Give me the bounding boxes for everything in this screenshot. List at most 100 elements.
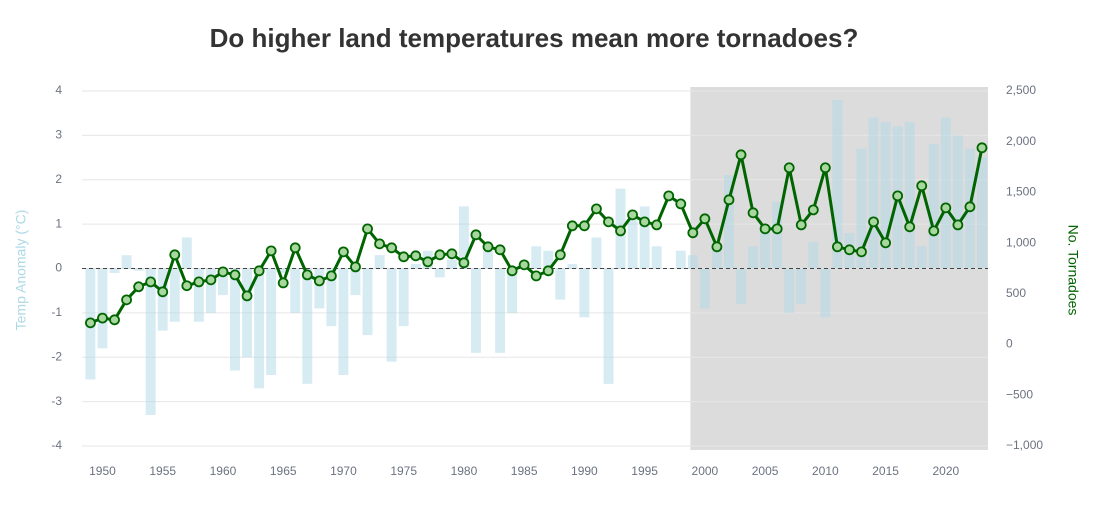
marker xyxy=(699,213,711,225)
bar xyxy=(880,122,891,269)
marker xyxy=(193,276,205,288)
bar xyxy=(916,246,927,269)
y-tick-label: -4 xyxy=(51,438,62,452)
marker xyxy=(591,203,602,215)
marker xyxy=(350,261,361,273)
marker xyxy=(289,242,301,254)
bar xyxy=(531,246,542,269)
x-tick-label: 1975 xyxy=(390,464,417,478)
marker xyxy=(651,219,663,231)
marker xyxy=(554,249,566,261)
bar xyxy=(940,117,951,269)
marker xyxy=(398,251,410,263)
chart-title: Do higher land temperatures mean more to… xyxy=(210,23,859,53)
x-tick-label: 2010 xyxy=(812,464,839,478)
marker xyxy=(892,190,904,202)
bar xyxy=(567,264,578,269)
bar xyxy=(338,268,349,375)
marker xyxy=(759,223,771,235)
marker xyxy=(97,312,108,324)
bar xyxy=(760,228,771,269)
x-tick-label: 1955 xyxy=(149,464,176,478)
bar xyxy=(483,250,493,269)
bar xyxy=(458,206,469,269)
marker xyxy=(422,256,434,268)
bar xyxy=(109,268,120,273)
bar xyxy=(675,250,686,269)
y-axis-title: Temp Anomaly (°C) xyxy=(13,210,29,331)
bar xyxy=(555,268,566,300)
marker xyxy=(916,180,928,192)
marker xyxy=(386,242,398,254)
marker xyxy=(133,281,145,293)
marker xyxy=(362,223,373,235)
bar xyxy=(193,268,204,322)
y2-tick-label: 2,000 xyxy=(1006,134,1036,148)
bar xyxy=(362,268,373,336)
bar xyxy=(302,268,313,384)
x-tick-label: 1965 xyxy=(270,464,297,478)
marker xyxy=(940,202,952,214)
bar xyxy=(97,268,108,349)
marker xyxy=(205,274,217,286)
bar xyxy=(290,268,301,313)
bar xyxy=(772,201,783,269)
marker xyxy=(241,290,253,302)
y-tick-label: 2 xyxy=(55,172,62,186)
y-tick-label: -2 xyxy=(51,349,62,363)
bar xyxy=(796,268,807,304)
marker xyxy=(338,246,349,258)
marker xyxy=(85,317,96,329)
bar xyxy=(386,268,397,362)
marker xyxy=(253,265,265,277)
marker xyxy=(771,223,783,235)
bar xyxy=(121,255,132,269)
marker xyxy=(109,314,120,326)
bar xyxy=(507,268,518,313)
bar xyxy=(928,144,939,269)
marker xyxy=(566,220,578,232)
x-tick-label: 2005 xyxy=(752,464,779,478)
bar xyxy=(242,268,252,358)
bar xyxy=(856,148,867,269)
marker xyxy=(735,149,747,161)
marker xyxy=(687,227,699,239)
bar xyxy=(157,268,168,331)
marker xyxy=(723,194,735,206)
x-tick-label: 2020 xyxy=(932,464,959,478)
bar xyxy=(952,135,963,269)
marker xyxy=(675,198,687,210)
bar xyxy=(434,268,445,278)
marker xyxy=(145,276,157,288)
bar xyxy=(374,255,385,269)
y2-tick-label: −500 xyxy=(1006,387,1033,401)
marker xyxy=(506,265,518,277)
marker xyxy=(627,209,638,221)
marker xyxy=(458,257,470,269)
bar xyxy=(495,268,506,353)
marker xyxy=(639,216,651,228)
marker xyxy=(542,265,554,277)
bar xyxy=(868,117,879,269)
marker xyxy=(313,275,325,287)
bar xyxy=(145,268,156,415)
bar xyxy=(314,268,325,309)
bar xyxy=(254,268,265,389)
marker xyxy=(747,207,759,219)
marker xyxy=(265,245,277,257)
marker xyxy=(181,280,193,292)
marker xyxy=(928,225,940,237)
bar xyxy=(181,237,192,269)
y-tick-label: -1 xyxy=(51,305,62,319)
marker xyxy=(530,270,542,282)
bar xyxy=(748,246,759,269)
y-tick-label: 3 xyxy=(55,128,62,142)
bar xyxy=(205,268,216,313)
bar xyxy=(820,268,831,318)
bar xyxy=(350,268,361,296)
marker xyxy=(615,225,626,237)
y2-tick-label: 500 xyxy=(1006,286,1026,300)
y2-tick-label: 0 xyxy=(1006,337,1013,351)
marker xyxy=(952,219,964,231)
bar xyxy=(603,268,614,384)
